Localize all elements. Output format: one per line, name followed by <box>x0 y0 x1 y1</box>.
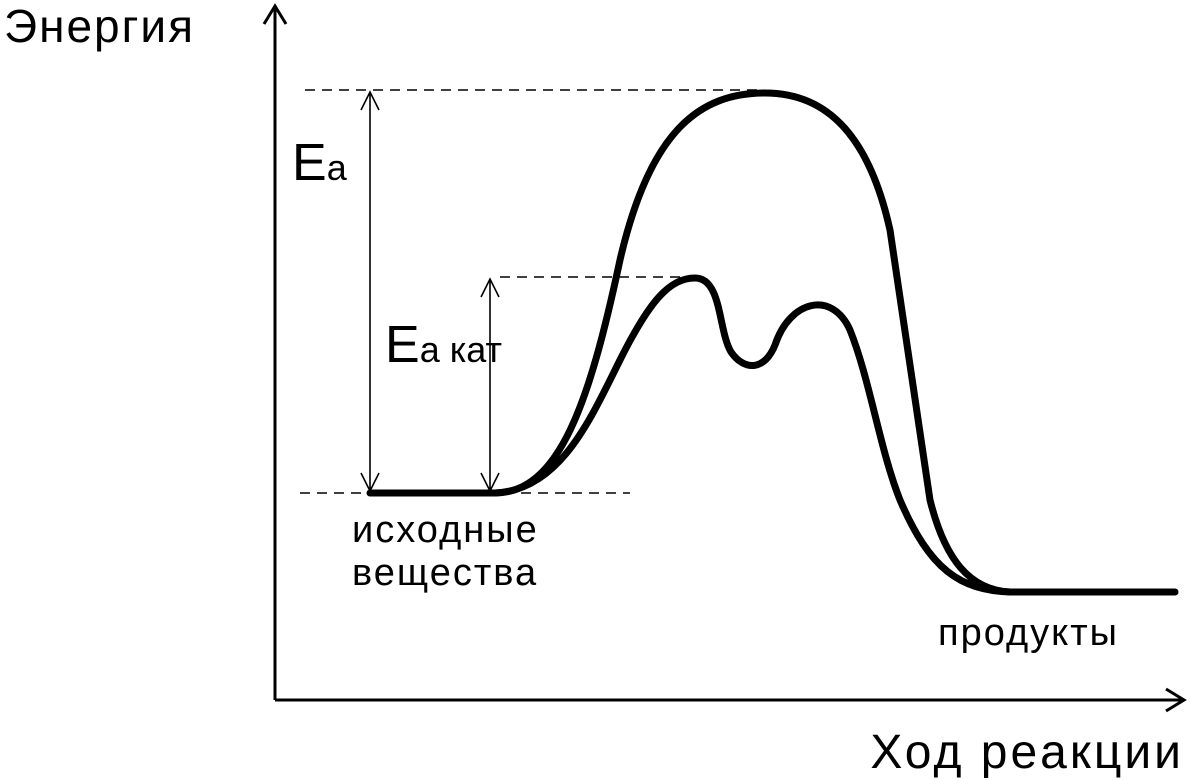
symbol: E <box>385 316 420 374</box>
catalyzed-arrow <box>480 277 500 493</box>
uncatalyzed-curve <box>366 89 1179 596</box>
x-axis <box>275 687 1187 713</box>
reactants-label: исходные <box>352 509 539 551</box>
catalyzed-curve <box>491 274 1014 596</box>
activation-arrow <box>360 90 380 493</box>
subscript: а кат <box>420 329 502 370</box>
activation-energy-label: Eа <box>292 134 348 192</box>
y-axis <box>262 3 288 700</box>
subscript: а <box>327 147 348 188</box>
reactants-label: вещества <box>352 552 538 594</box>
catalyzed-energy-label: Eа кат <box>385 316 502 374</box>
x-axis-label: Ход реакции <box>870 726 1184 779</box>
products-label: продукты <box>938 612 1119 654</box>
y-axis-label: Энергия <box>4 0 195 52</box>
symbol: E <box>292 134 327 192</box>
